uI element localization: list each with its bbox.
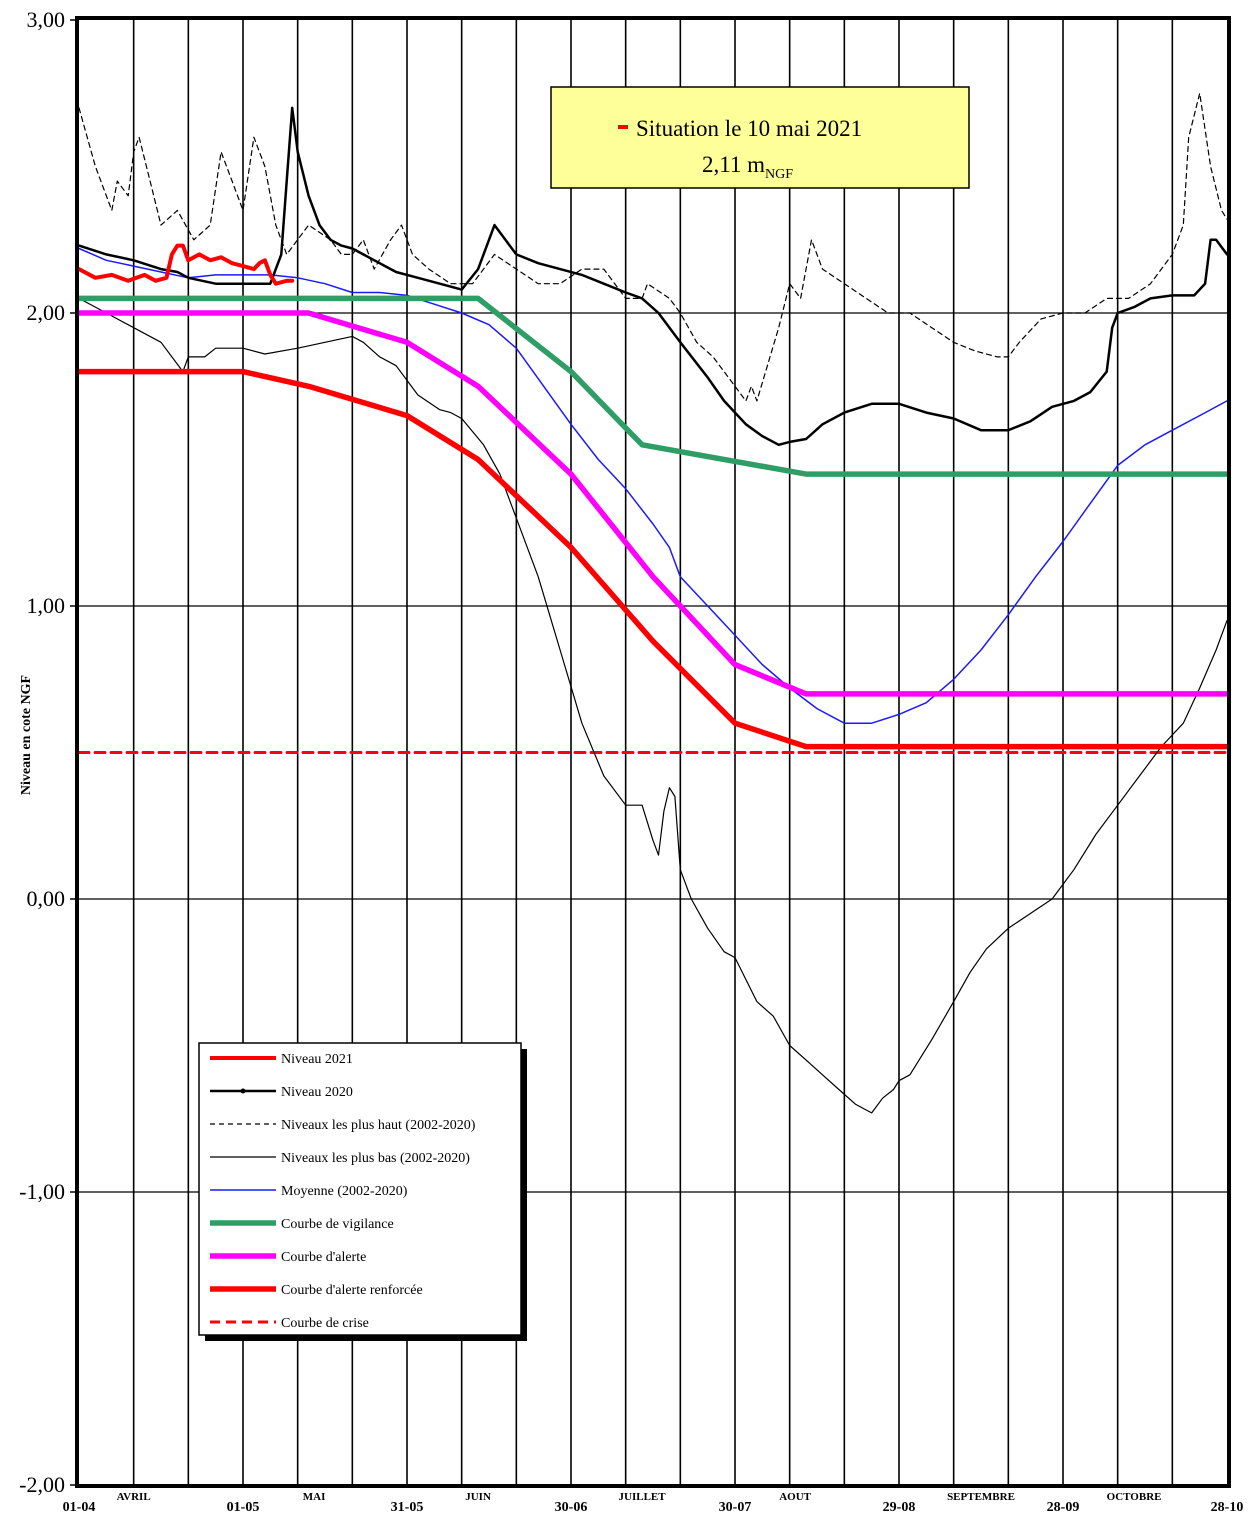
y-axis-label: Niveau en cote NGF (19, 675, 34, 795)
annotation-title: Situation le 10 mai 2021 (636, 116, 862, 141)
y-axis-ticks: 3,00 2,00 1,00 0,00 -1,00 -2,00 (19, 7, 79, 1497)
legend-items: Niveau 2021 Niveau 2020 Niveaux les plus h… (210, 1052, 476, 1331)
series-line (78, 247, 1228, 724)
x-date-label: 31-05 (391, 1500, 424, 1515)
legend-label: Niveaux les plus bas (2002-2020) (281, 1151, 470, 1166)
legend: Niveau 2021 Niveau 2020 Niveaux les plus h… (198, 1042, 527, 1341)
legend-label: Courbe d'alerte (281, 1250, 366, 1265)
x-date-label: 30-06 (555, 1500, 588, 1515)
x-date-label: 30-07 (719, 1500, 752, 1515)
annotation-box: Situation le 10 mai 2021 2,11 mNGF (550, 86, 970, 189)
series-line (76, 310, 1230, 697)
y-tick-label: 3,00 (27, 7, 66, 32)
y-tick-label: -2,00 (19, 1472, 65, 1497)
series-layer (76, 92, 1230, 1114)
legend-label: Niveau 2020 (281, 1085, 353, 1100)
series-line (77, 106, 1229, 447)
annotation-value-main: 2,11 m (702, 152, 765, 177)
x-month-label: OCTOBRE (1107, 1491, 1162, 1503)
legend-label: Niveaux les plus haut (2002-2020) (281, 1118, 476, 1133)
x-date-label: 28-10 (1211, 1500, 1244, 1515)
x-month-label: MAI (303, 1491, 326, 1503)
legend-label: Courbe d'alerte renforcée (281, 1283, 423, 1298)
x-month-label: AVRIL (117, 1491, 151, 1503)
y-tick-label: -1,00 (19, 1179, 65, 1204)
x-month-label: JUIN (465, 1491, 491, 1503)
legend-label: Courbe de vigilance (281, 1217, 394, 1232)
annotation-value-sub: NGF (765, 167, 793, 182)
annotation-marker (618, 125, 628, 129)
series-line (78, 297, 1228, 1114)
x-date-label: 01-05 (227, 1500, 260, 1515)
series-line (76, 368, 1230, 750)
y-tick-label: 0,00 (27, 886, 66, 911)
legend-label: Moyenne (2002-2020) (281, 1184, 408, 1199)
x-date-label: 01-04 (63, 1500, 96, 1515)
y-tick-label: 2,00 (27, 300, 66, 325)
x-month-label: AOUT (779, 1491, 811, 1503)
legend-marker (240, 1088, 246, 1094)
annotation-value: 2,11 mNGF (702, 152, 793, 182)
x-date-label: 29-08 (883, 1500, 916, 1515)
plot-frame (75, 16, 1231, 1488)
y-tick-label: 1,00 (27, 593, 66, 618)
x-month-label: JUILLET (619, 1491, 667, 1503)
series-line (77, 243, 295, 286)
annotation-background (550, 86, 970, 189)
x-axis-ticks: 01-04 01-05 31-05 30-06 30-07 29-08 28-09 28-10… (63, 1491, 1244, 1515)
x-date-label: 28-09 (1047, 1500, 1080, 1515)
series-line (76, 295, 1230, 477)
legend-label: Niveau 2021 (281, 1052, 353, 1067)
legend-label: Courbe de crise (281, 1316, 369, 1331)
x-month-label: SEPTEMBRE (947, 1491, 1015, 1503)
